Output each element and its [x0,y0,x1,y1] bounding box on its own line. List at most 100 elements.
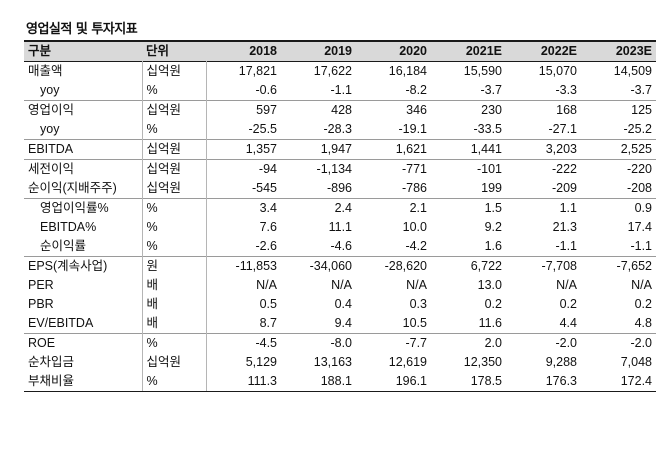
row-value: 12,619 [388,355,427,369]
row-value: -8.0 [281,333,356,353]
row-value: -1.1 [555,239,577,253]
table-row: 영업이익률%% 3.4 2.4 2.1 1.5 1.1 0.9 [24,198,656,218]
financial-table: 구분 단위 2018 2019 2020 2021E 2022E 2023E 매… [24,40,656,392]
row-value: -25.5 [205,120,281,140]
row-value: 0.2 [484,297,502,311]
row-value: 346 [356,100,431,120]
header-row: 구분 단위 2018 2019 2020 2021E 2022E 2023E [24,41,656,62]
row-value: 1,947 [281,139,356,160]
row-value: 17,821 [205,61,281,81]
row-value: 0.2 [634,297,652,311]
row-value: 7,048 [620,355,652,369]
header-2020: 2020 [399,44,427,58]
row-value: N/A [631,278,652,292]
header-category: 구분 [28,44,52,58]
row-value: 21.3 [552,220,577,234]
row-label: ROE [24,333,142,353]
row-value: -4.5 [205,333,281,353]
row-value: -896 [326,181,352,195]
row-value: 4.8 [634,316,652,330]
row-value: 1,441 [431,139,506,160]
row-label: 부채비율 [24,372,142,392]
table-row: EV/EBITDA 배 8.7 9.4 10.5 11.6 4.4 4.8 [24,314,656,334]
row-value: 9,288 [545,355,577,369]
row-label: yoy [40,122,60,136]
row-value: 111.3 [205,372,281,392]
table-row: ROE% -4.5 -8.0 -7.7 2.0 -2.0 -2.0 [24,333,656,353]
row-value: 9.4 [334,316,352,330]
row-label: 순차입금 [28,355,75,369]
row-value: -28,620 [356,256,431,276]
row-label: 영업이익률% [24,198,142,218]
table-row: 세전이익 십억원 -94 -1,134 -771 -101 -222 -220 [24,159,656,179]
row-value: -11,853 [205,256,281,276]
header-2019: 2019 [324,44,352,58]
row-value: 2.4 [281,198,356,218]
row-value: 230 [431,100,506,120]
row-value: -7,708 [506,256,581,276]
row-unit: 십억원 [141,61,206,81]
table-row: EBITDA%% 7.6 11.1 10.0 9.2 21.3 17.4 [24,218,656,237]
row-value: 125 [581,100,656,120]
row-value: N/A [331,278,352,292]
row-label: 영업이익 [24,100,142,120]
row-unit: 배 [141,295,206,314]
row-unit: % [141,372,206,392]
row-value: 6,722 [431,256,506,276]
row-value: 0.9 [581,198,656,218]
row-value: -222 [506,159,581,179]
row-value: 172.4 [581,372,656,392]
table-row: EBITDA 십억원 1,357 1,947 1,621 1,441 3,203 2,525 [24,139,656,160]
row-value: 13,163 [313,355,352,369]
row-value: -786 [401,181,427,195]
row-value: 597 [205,100,281,120]
row-unit: 배 [141,276,206,295]
row-label: EPS(계속사업) [24,256,142,276]
row-label: yoy [40,83,60,97]
row-unit: 십억원 [141,353,206,372]
table-row: yoy% -25.5 -28.3 -19.1 -33.5 -27.1 -25.2 [24,120,656,140]
row-value: -1,134 [281,159,356,179]
row-unit: 십억원 [141,159,206,179]
row-value: -7,652 [581,256,656,276]
row-value: -0.6 [205,81,281,101]
row-value: -3.7 [480,83,502,97]
row-unit: % [141,218,206,237]
row-value: 13.0 [477,278,502,292]
row-value: 199 [481,181,502,195]
row-value: -33.5 [473,122,503,136]
row-unit: % [141,198,206,218]
row-value: -2.6 [205,237,281,257]
header-2022e: 2022E [540,44,577,58]
row-value: -101 [431,159,506,179]
row-label: EBITDA% [40,220,97,234]
row-value: 5,129 [205,353,281,372]
row-value: 3.4 [205,198,281,218]
row-value: 10.0 [402,220,427,234]
row-label: 매출액 [28,64,63,78]
row-value: -2.0 [506,333,581,353]
row-value: 2.1 [356,198,431,218]
row-value: -94 [205,159,281,179]
table-row: yoy% -0.6 -1.1 -8.2 -3.7 -3.3 -3.7 [24,81,656,101]
row-value: -3.3 [555,83,577,97]
header-unit: 단위 [146,44,170,58]
row-unit: 십억원 [141,179,206,199]
row-value: 1.5 [431,198,506,218]
row-unit: 십억원 [141,100,206,120]
row-value: 168 [506,100,581,120]
row-value: -27.1 [548,122,578,136]
row-unit: % [141,237,206,257]
row-value: -545 [205,179,281,199]
row-label: EBITDA [24,139,142,160]
row-value: 12,350 [463,355,502,369]
row-value: -220 [581,159,656,179]
row-value: 7.6 [205,218,281,237]
table-row: 영업이익 십억원 597 428 346 230 168 125 [24,100,656,120]
row-value: -208 [626,181,652,195]
row-label: EV/EBITDA [28,316,94,330]
row-value: N/A [205,276,281,295]
row-unit: 십억원 [141,139,206,160]
row-value: -1.1 [330,83,352,97]
row-unit: 원 [141,256,206,276]
